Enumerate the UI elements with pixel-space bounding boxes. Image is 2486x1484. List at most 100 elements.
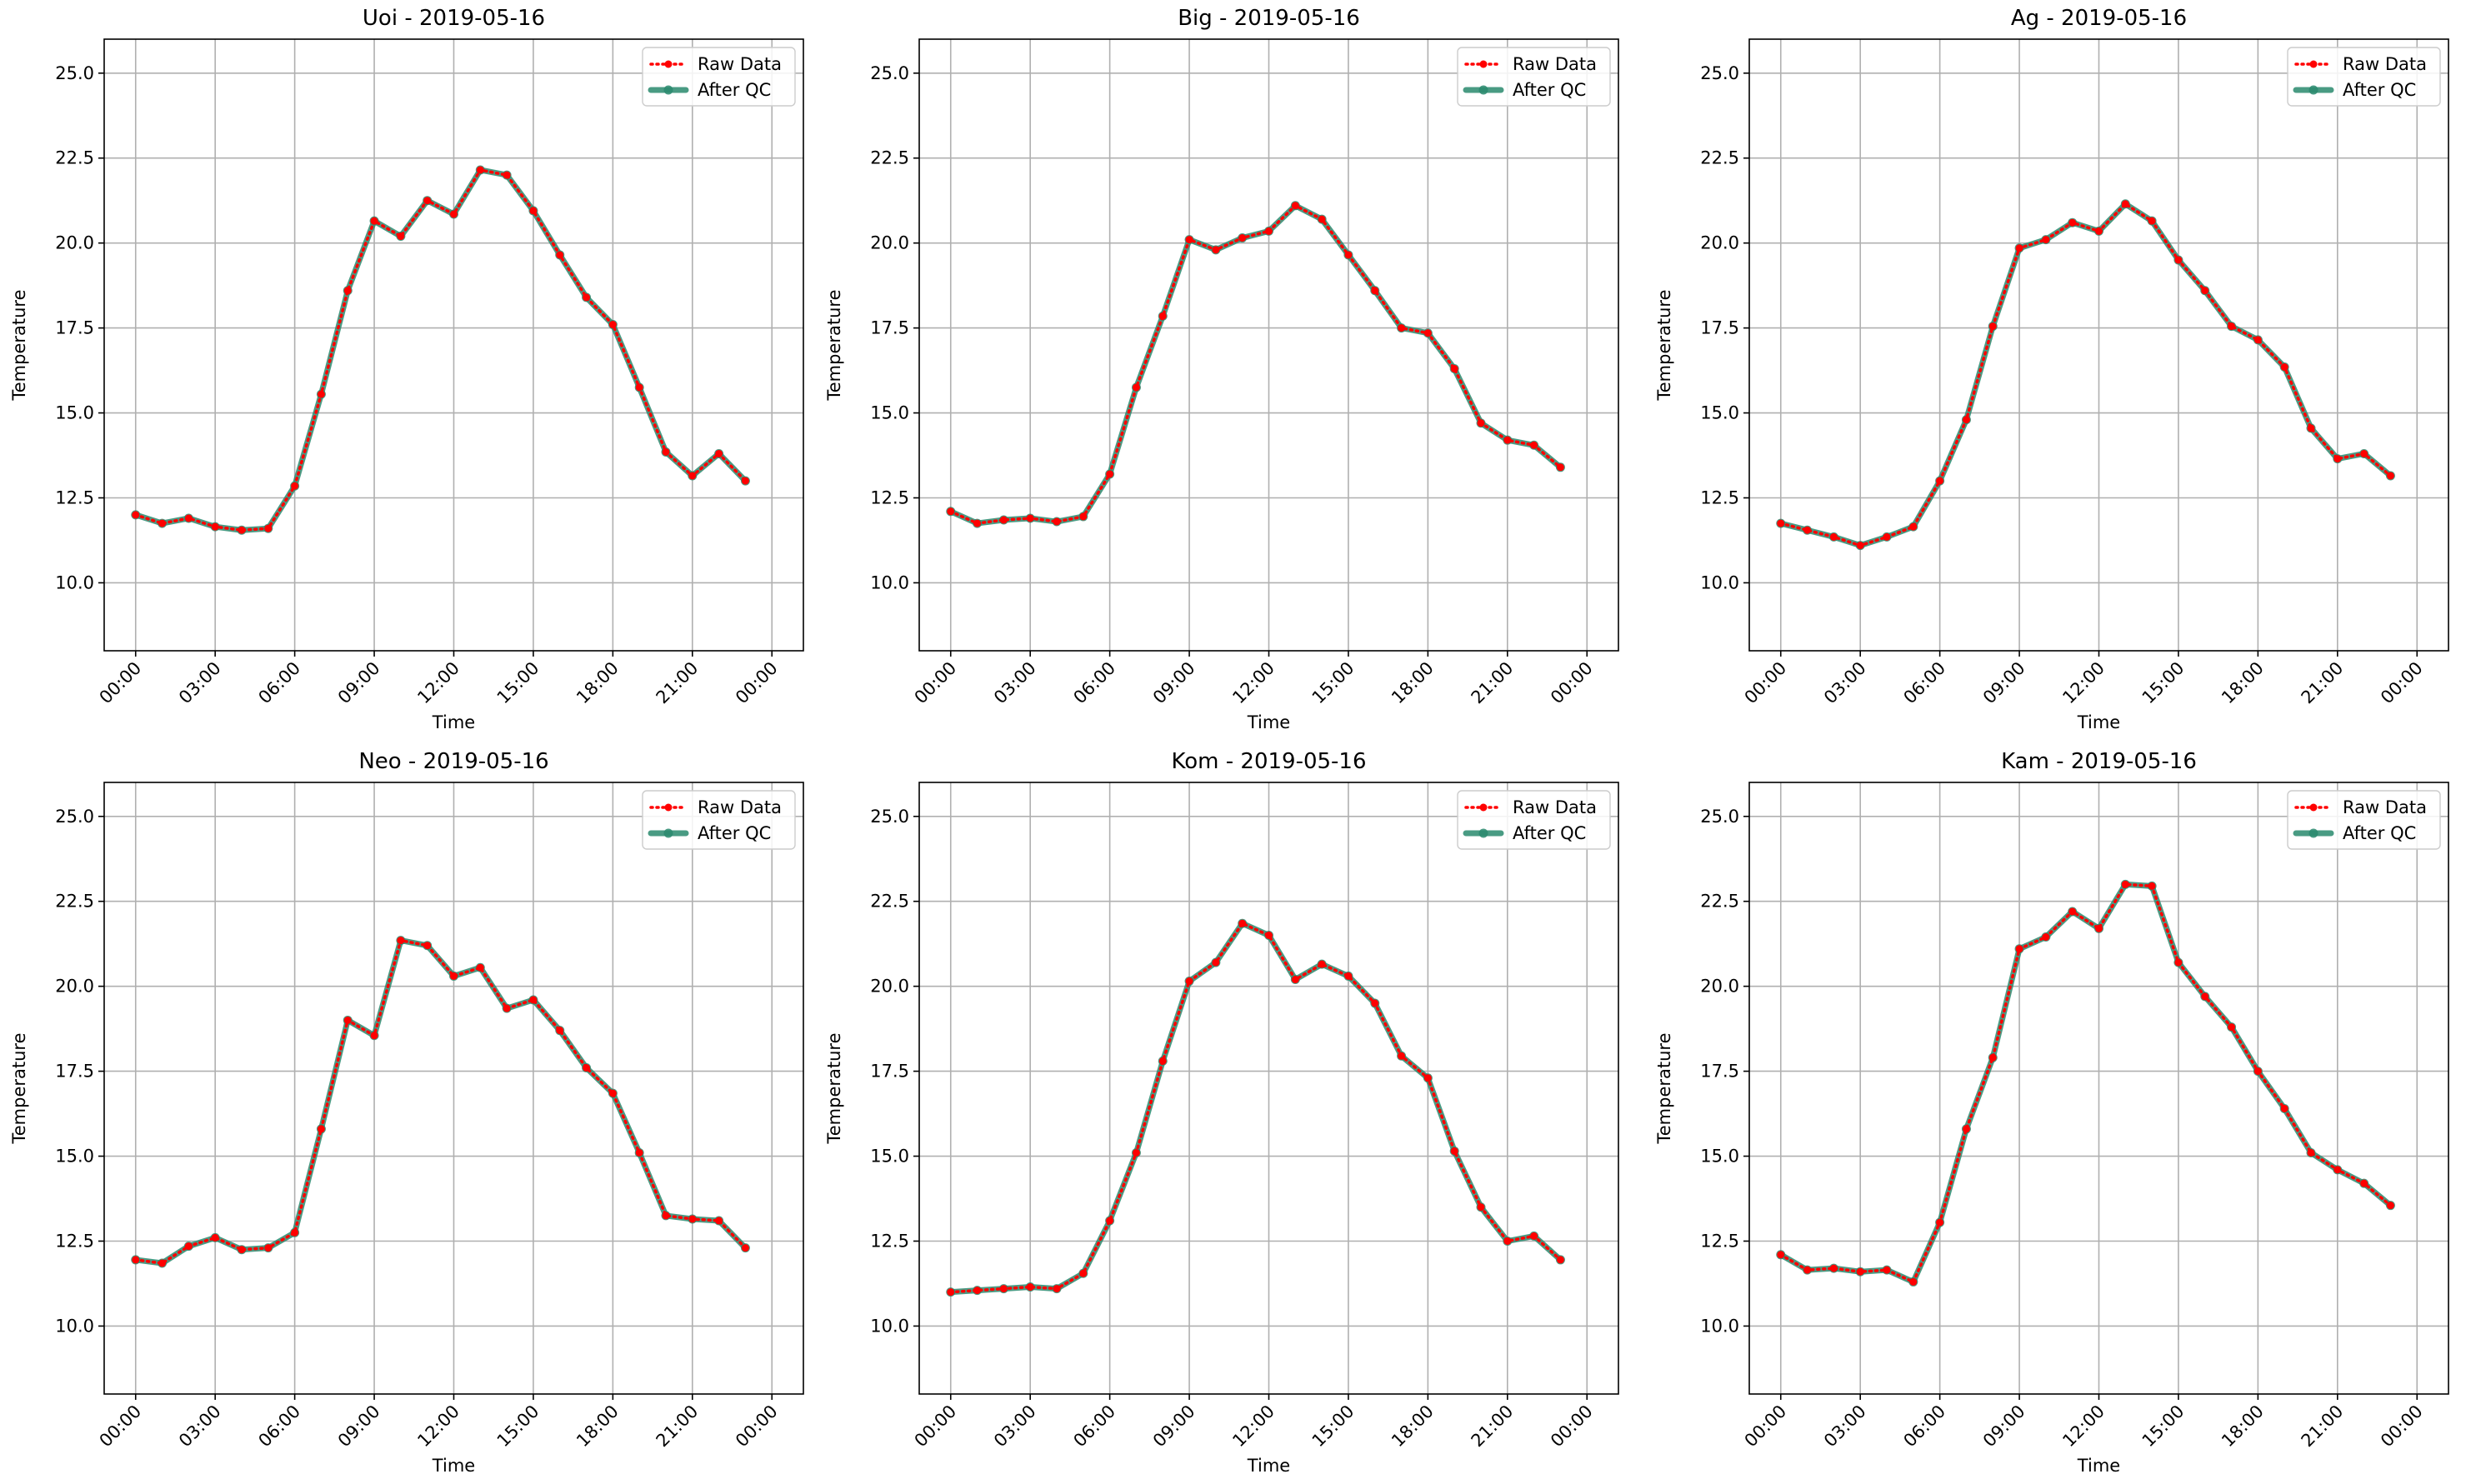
raw-data-point bbox=[1053, 517, 1061, 526]
raw-data-point bbox=[1423, 329, 1432, 337]
y-tick-label: 22.5 bbox=[55, 892, 94, 912]
raw-data-point bbox=[583, 1064, 591, 1072]
raw-data-point bbox=[947, 507, 955, 516]
raw-data-point bbox=[608, 321, 617, 329]
raw-data-point bbox=[2360, 1179, 2368, 1187]
raw-data-point bbox=[1132, 383, 1140, 392]
series-after-qc-line bbox=[133, 937, 748, 1267]
x-tick-label: 18:00 bbox=[2218, 658, 2268, 708]
raw-data-point bbox=[503, 171, 511, 179]
raw-data-point bbox=[1962, 1125, 1970, 1133]
raw-data-point bbox=[2042, 236, 2050, 244]
legend-entry: Raw Data bbox=[1513, 797, 1597, 817]
x-tick-label: 00:00 bbox=[96, 658, 146, 708]
y-tick-label: 25.0 bbox=[870, 807, 909, 827]
legend-marker bbox=[1479, 60, 1488, 68]
axes-frame bbox=[918, 38, 1619, 652]
x-tick-label: 00:00 bbox=[2377, 1402, 2427, 1452]
raw-data-point bbox=[1803, 526, 1812, 534]
x-tick-label: 06:00 bbox=[1899, 1402, 1949, 1452]
raw-data-point bbox=[291, 482, 299, 490]
raw-data-point bbox=[1106, 1217, 1114, 1225]
x-tick-label: 03:00 bbox=[1820, 1402, 1870, 1452]
legend-marker bbox=[663, 828, 673, 838]
raw-data-point bbox=[1883, 532, 1891, 541]
raw-data-point bbox=[370, 1032, 378, 1040]
series-raw-data-line bbox=[949, 922, 1563, 1294]
x-tick-label: 09:00 bbox=[334, 658, 384, 708]
y-tick-label: 15.0 bbox=[55, 1147, 94, 1167]
legend-entry: After QC bbox=[698, 823, 771, 843]
raw-data-point bbox=[291, 1228, 299, 1237]
raw-data-point bbox=[1829, 532, 1838, 541]
raw-data-point bbox=[1988, 322, 1997, 331]
raw-data-point bbox=[1829, 1264, 1838, 1272]
y-tick-label: 10.0 bbox=[1700, 1316, 1739, 1336]
legend-marker bbox=[2308, 85, 2318, 95]
raw-data-point bbox=[2174, 958, 2183, 967]
y-tick-label: 17.5 bbox=[1700, 1062, 1739, 1082]
legend: Raw Data After QC bbox=[2287, 790, 2441, 850]
raw-data-point bbox=[1132, 1148, 1140, 1157]
y-tick-label: 20.0 bbox=[870, 233, 909, 253]
y-tick-label: 25.0 bbox=[55, 63, 94, 83]
x-tick-label: 21:00 bbox=[653, 658, 703, 708]
legend-entry: After QC bbox=[698, 80, 771, 100]
raw-data-point bbox=[184, 1242, 193, 1251]
x-tick-label: 09:00 bbox=[1149, 1402, 1199, 1452]
x-axis-label: Time bbox=[2077, 1456, 2120, 1476]
x-tick-label: 21:00 bbox=[2298, 1402, 2348, 1452]
raw-data-point bbox=[397, 937, 405, 945]
raw-data-point bbox=[2015, 945, 2023, 953]
x-tick-label: 09:00 bbox=[1979, 1402, 2029, 1452]
legend-marker bbox=[1478, 828, 1488, 838]
x-tick-label: 15:00 bbox=[493, 658, 543, 708]
raw-data-point bbox=[635, 383, 643, 392]
y-tick-label: 20.0 bbox=[870, 977, 909, 997]
raw-data-point bbox=[1477, 419, 1485, 427]
y-tick-label: 20.0 bbox=[55, 233, 94, 253]
y-tick-label: 10.0 bbox=[55, 1316, 94, 1336]
raw-data-point bbox=[1344, 972, 1353, 980]
raw-data-point bbox=[450, 972, 458, 980]
y-tick-label: 12.5 bbox=[55, 1232, 94, 1252]
raw-data-point bbox=[2386, 1202, 2394, 1210]
raw-data-point bbox=[1777, 1251, 1785, 1259]
y-tick-label: 12.5 bbox=[55, 488, 94, 508]
legend-marker bbox=[2309, 60, 2318, 68]
raw-data-point bbox=[2042, 933, 2050, 942]
legend-entry: Raw Data bbox=[1513, 54, 1597, 74]
raw-data-point bbox=[1909, 522, 1918, 531]
legend-entry: Raw Data bbox=[2343, 797, 2427, 817]
raw-data-point bbox=[1936, 1218, 1944, 1227]
y-tick-label: 20.0 bbox=[1700, 977, 1739, 997]
x-tick-label: 21:00 bbox=[1468, 658, 1518, 708]
x-tick-label: 18:00 bbox=[573, 658, 623, 708]
legend-marker bbox=[2308, 828, 2318, 838]
raw-data-point bbox=[2095, 227, 2103, 235]
raw-data-point bbox=[264, 524, 273, 532]
x-tick-label: 06:00 bbox=[1069, 1402, 1119, 1452]
x-axis-label: Time bbox=[432, 712, 475, 732]
raw-data-point bbox=[343, 287, 352, 295]
y-tick-label: 25.0 bbox=[1700, 63, 1739, 83]
raw-data-point bbox=[1988, 1053, 1997, 1062]
subplot-title: Ag - 2019-05-16 bbox=[2011, 6, 2187, 31]
raw-data-point bbox=[1450, 365, 1458, 373]
series-raw-data-line bbox=[1779, 202, 2393, 547]
x-tick-label: 00:00 bbox=[1741, 658, 1791, 708]
y-axis-label: Temperature bbox=[9, 289, 29, 401]
x-tick-label: 09:00 bbox=[334, 1402, 384, 1452]
raw-data-point bbox=[662, 447, 670, 456]
raw-data-point bbox=[2121, 880, 2129, 888]
raw-data-point bbox=[2121, 200, 2129, 208]
y-tick-label: 10.0 bbox=[870, 572, 909, 592]
y-tick-label: 25.0 bbox=[55, 807, 94, 827]
x-tick-label: 03:00 bbox=[175, 658, 225, 708]
raw-data-point bbox=[2095, 924, 2103, 932]
axes-frame bbox=[1748, 38, 2449, 652]
legend: Raw Data After QC bbox=[642, 47, 796, 107]
raw-data-point bbox=[132, 1256, 140, 1264]
x-tick-label: 12:00 bbox=[2058, 658, 2108, 708]
